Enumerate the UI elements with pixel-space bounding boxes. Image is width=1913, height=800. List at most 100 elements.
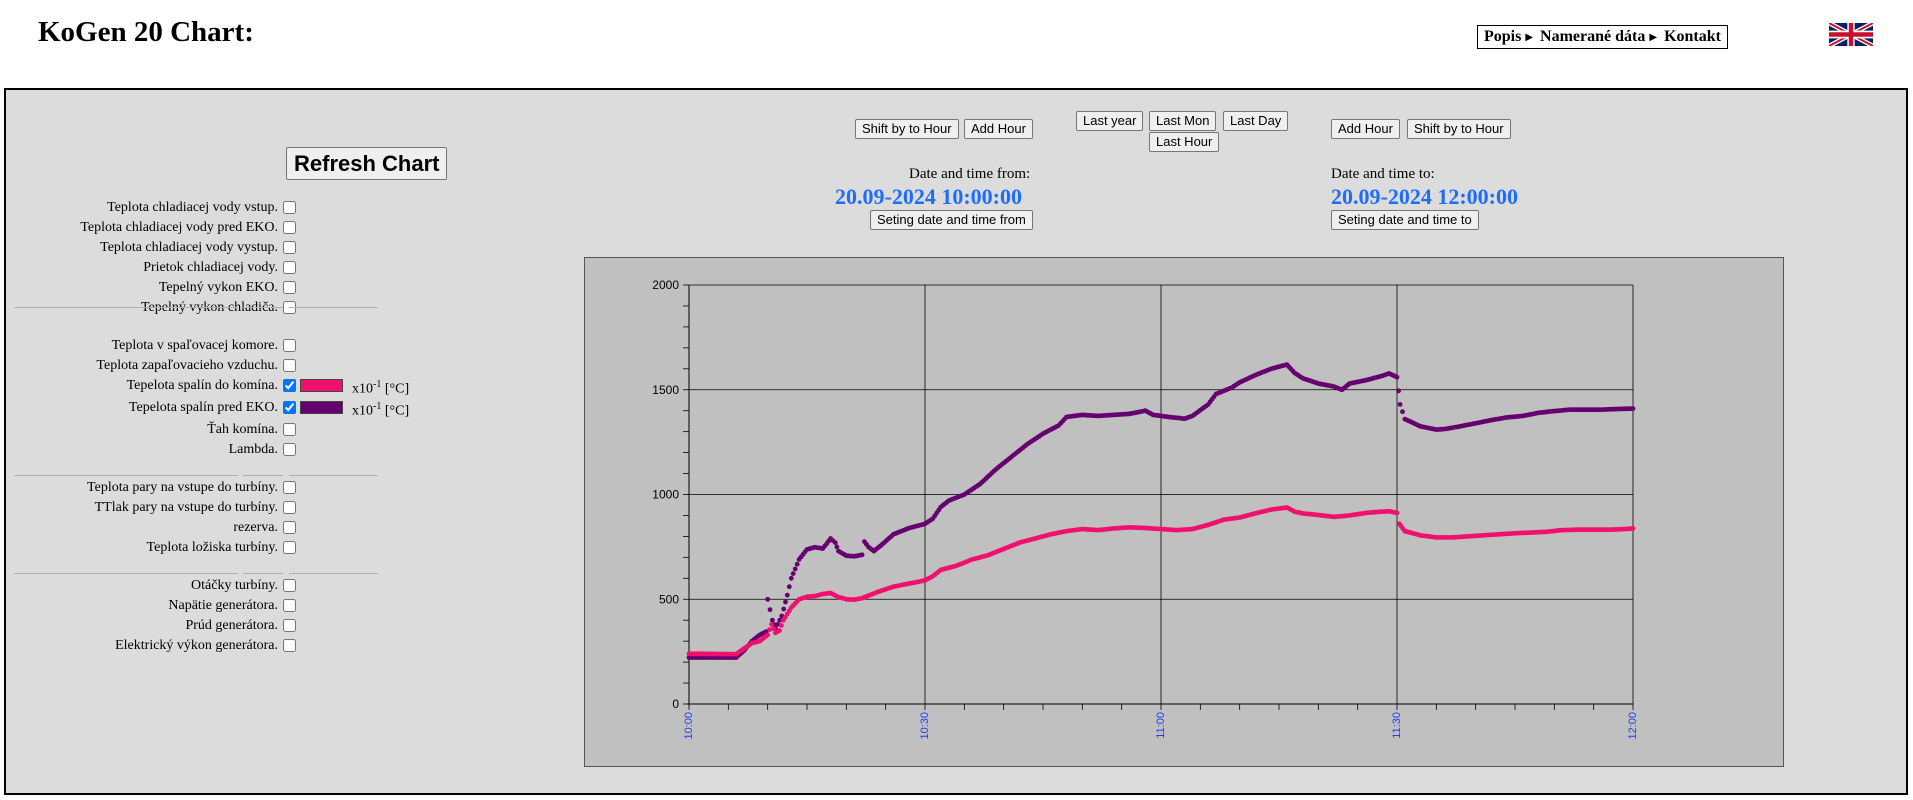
param-checkbox[interactable] <box>283 423 296 436</box>
nav-arrow-icon: ▶ <box>1649 32 1658 43</box>
param-row: Ťah komína. <box>6 420 296 442</box>
series-1-point <box>775 622 780 627</box>
param-row: Prietok chladiacej vody. <box>6 258 296 280</box>
series-1-point <box>1394 374 1400 380</box>
param-label: Teplota chladiacej vody vstup. <box>107 200 278 215</box>
date-to-caption: Date and time to: <box>1331 166 1435 182</box>
series-1-point <box>781 606 787 612</box>
set-date-from-button[interactable]: Seting date and time from <box>870 210 1033 230</box>
param-row: Prúd generátora. <box>6 616 296 638</box>
unit-label: x10-1 [°C] <box>352 401 410 419</box>
nav-link-popis[interactable]: Popis <box>1484 28 1522 45</box>
series-1-point <box>859 552 865 558</box>
last-year-button[interactable]: Last year <box>1076 111 1144 131</box>
last-month-button[interactable]: Last Mon <box>1149 111 1217 131</box>
to-add-hour-button[interactable]: Add Hour <box>1331 119 1400 139</box>
param-checkbox[interactable] <box>283 501 296 514</box>
param-checkbox[interactable] <box>283 221 296 234</box>
y-tick-label: 0 <box>672 697 679 711</box>
param-checkbox[interactable] <box>283 599 296 612</box>
x-tick-label: 11:00 <box>1155 712 1167 739</box>
nav-link-kontakt[interactable]: Kontakt <box>1664 28 1721 45</box>
param-row: Otáčky turbíny. <box>6 576 296 598</box>
from-shift-hour-button[interactable]: Shift by to Hour <box>855 119 959 139</box>
param-row: Teplota ložiska turbíny. <box>6 538 296 560</box>
series-1-point <box>1630 406 1636 411</box>
series-1-point <box>788 575 794 581</box>
param-checkbox[interactable] <box>283 241 296 254</box>
param-label: Lambda. <box>228 442 278 457</box>
param-row: Tepelota spalín pred EKO. x10-1 [°C] <box>6 398 409 420</box>
param-row: Tepelný vykon chladiča. <box>6 298 296 320</box>
series-1-point <box>779 613 785 619</box>
nav-link-namerane-data[interactable]: Namerané dáta <box>1540 28 1646 45</box>
x-tick-label: 10:00 <box>683 712 695 740</box>
series-1-point <box>783 599 788 605</box>
param-label: Tepelota spalín pred EKO. <box>128 400 278 415</box>
param-checkbox[interactable] <box>283 579 296 592</box>
series-1-point <box>767 607 773 613</box>
param-label: Tepelota spalín do komína. <box>126 378 278 393</box>
param-checkbox[interactable] <box>283 379 296 392</box>
series-1-point <box>770 617 775 623</box>
last-hour-button[interactable]: Last Hour <box>1149 132 1220 152</box>
date-from-value: 20.09-2024 10:00:00 <box>835 184 1022 209</box>
param-checkbox[interactable] <box>283 339 296 352</box>
group-divider <box>289 475 378 476</box>
date-from-caption: Date and time from: <box>909 166 1031 182</box>
param-row: Lambda. <box>6 440 296 462</box>
series-1-point <box>765 596 771 602</box>
set-date-to-button[interactable]: Seting date and time to <box>1331 210 1479 230</box>
series-2-point <box>767 627 772 632</box>
top-navigation: Popis ▶ Namerané dáta ▶ Kontakt <box>1477 25 1728 49</box>
param-checkbox[interactable] <box>283 619 296 632</box>
param-row: Teplota zapaľovacieho vzduchu. <box>6 356 296 378</box>
param-label: Elektrický výkon generátora. <box>115 638 278 653</box>
series-2-point <box>771 626 776 631</box>
param-checkbox[interactable] <box>283 443 296 456</box>
series-2-point <box>779 623 784 628</box>
param-checkbox[interactable] <box>283 401 296 414</box>
param-checkbox[interactable] <box>283 261 296 274</box>
series-1-point <box>1396 388 1401 394</box>
x-tick-label: 12:00 <box>1627 712 1639 740</box>
param-row: Teplota chladiacej vody vstup. <box>6 198 296 220</box>
x-tick-label: 11:30 <box>1391 712 1403 739</box>
param-row: Elektrický výkon generátora. <box>6 636 296 658</box>
nav-arrow-icon: ▶ <box>1525 32 1534 43</box>
param-label: Otáčky turbíny. <box>191 578 278 593</box>
series-2-point <box>1630 526 1636 531</box>
param-row: Teplota pary na vstupe do turbíny. <box>6 478 296 500</box>
x-tick-label: 10:30 <box>919 712 931 740</box>
param-checkbox[interactable] <box>283 639 296 652</box>
param-label: Teplota chladiacej vody pred EKO. <box>80 220 278 235</box>
last-day-button[interactable]: Last Day <box>1223 111 1289 131</box>
series-color-swatch[interactable] <box>300 401 343 414</box>
series-color-swatch[interactable] <box>300 379 343 392</box>
group-divider <box>243 475 283 476</box>
param-label: Teplota ložiska turbíny. <box>146 540 278 555</box>
group-divider <box>14 307 238 308</box>
group-divider <box>243 573 283 574</box>
param-checkbox[interactable] <box>283 359 296 372</box>
param-checkbox[interactable] <box>283 201 296 214</box>
uk-flag-icon[interactable] <box>1829 23 1873 46</box>
param-label: TTlak pary na vstupe do turbíny. <box>94 500 278 515</box>
group-divider <box>289 573 378 574</box>
param-checkbox[interactable] <box>283 541 296 554</box>
to-shift-hour-button[interactable]: Shift by to Hour <box>1407 119 1511 139</box>
param-checkbox[interactable] <box>283 281 296 294</box>
refresh-chart-button[interactable]: Refresh Chart <box>286 147 448 180</box>
series-2-point <box>765 632 771 638</box>
param-row: Teplota chladiacej vody vystup. <box>6 238 296 260</box>
param-label: Tepelný vykon EKO. <box>158 280 278 295</box>
y-tick-label: 1500 <box>652 383 679 397</box>
group-divider <box>14 573 238 574</box>
series-2-point <box>769 622 774 627</box>
from-add-hour-button[interactable]: Add Hour <box>964 119 1033 139</box>
param-checkbox[interactable] <box>283 521 296 534</box>
param-row: Teplota chladiacej vody pred EKO. <box>6 218 296 240</box>
chart-area: 0 500 1000 1500 2000 10:00 10:30 11:00 11:30 12:0… <box>584 257 1784 767</box>
param-checkbox[interactable] <box>283 481 296 494</box>
param-label: Prietok chladiacej vody. <box>143 260 278 275</box>
